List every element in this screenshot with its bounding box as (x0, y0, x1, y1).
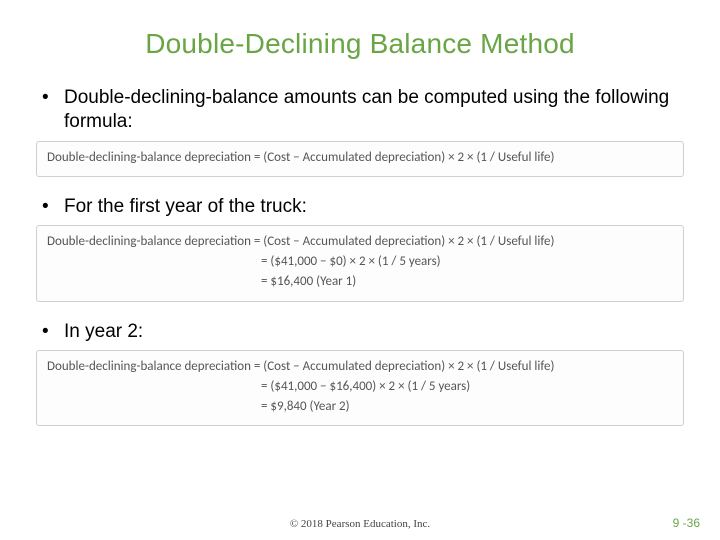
bullet-3: In year 2: (36, 320, 684, 344)
formula-general-line1: Double-declining-balance depreciation = … (47, 148, 673, 168)
bullet-list-3: In year 2: (36, 320, 684, 344)
formula-year1-line3: = $16,400 (Year 1) (47, 272, 673, 292)
formula-year2: Double-declining-balance depreciation = … (36, 350, 684, 426)
formula-year1-line2: = ($41,000 − $0) × 2 × (1 / 5 years) (47, 252, 673, 272)
formula-year2-line2: = ($41,000 − $16,400) × 2 × (1 / 5 years… (47, 377, 673, 397)
formula-year2-line3: = $9,840 (Year 2) (47, 397, 673, 417)
bullet-2: For the first year of the truck: (36, 195, 684, 219)
formula-year1-line1: Double-declining-balance depreciation = … (47, 232, 673, 252)
slide: Double-Declining Balance Method Double-d… (0, 0, 720, 540)
copyright-footer: © 2018 Pearson Education, Inc. (0, 518, 720, 530)
page-number: 9 -36 (673, 516, 700, 530)
bullet-list: Double-declining-balance amounts can be … (36, 86, 684, 135)
bullet-1: Double-declining-balance amounts can be … (36, 86, 684, 135)
formula-year1: Double-declining-balance depreciation = … (36, 225, 684, 301)
formula-year2-line1: Double-declining-balance depreciation = … (47, 357, 673, 377)
bullet-list-2: For the first year of the truck: (36, 195, 684, 219)
slide-title: Double-Declining Balance Method (36, 28, 684, 60)
formula-general: Double-declining-balance depreciation = … (36, 141, 684, 177)
